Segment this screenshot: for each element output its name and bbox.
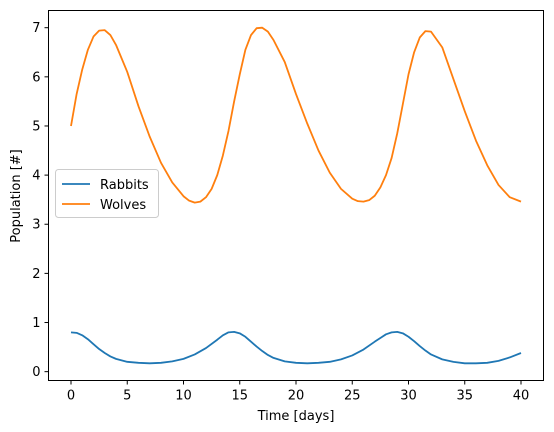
y-tick-label: 7: [32, 21, 40, 36]
x-tick-label: 20: [288, 389, 305, 404]
y-tick-label: 4: [32, 169, 40, 184]
x-tick-label: 35: [456, 389, 473, 404]
lines-layer: [70, 26, 522, 365]
x-tick-label: 30: [400, 389, 417, 404]
series-line-rabbits: [70, 330, 522, 365]
legend-box: [55, 169, 159, 218]
legend: Rabbits Wolves: [55, 169, 159, 218]
x-axis-label: Time [days]: [257, 409, 335, 424]
legend-label-rabbits: Rabbits: [100, 178, 149, 193]
y-axis-ticks: 0 1 2 3 4 5 6 7: [32, 21, 49, 380]
x-tick-label: 0: [67, 389, 75, 404]
series-line-wolves: [70, 26, 522, 204]
y-tick-label: 3: [32, 218, 40, 233]
x-tick-label: 5: [123, 389, 131, 404]
x-tick-label: 40: [513, 389, 530, 404]
x-tick-label: 25: [344, 389, 361, 404]
x-axis-ticks: 0 5 10 15 20 25 30 35 40: [67, 380, 530, 404]
y-tick-label: 5: [32, 119, 40, 134]
y-axis-label: Population [#]: [9, 149, 24, 242]
y-tick-label: 1: [32, 316, 40, 331]
legend-label-wolves: Wolves: [100, 198, 146, 213]
y-tick-label: 0: [32, 365, 40, 380]
y-tick-label: 2: [32, 267, 40, 282]
x-tick-label: 15: [231, 389, 248, 404]
x-tick-label: 10: [175, 389, 192, 404]
y-tick-label: 6: [32, 70, 40, 85]
